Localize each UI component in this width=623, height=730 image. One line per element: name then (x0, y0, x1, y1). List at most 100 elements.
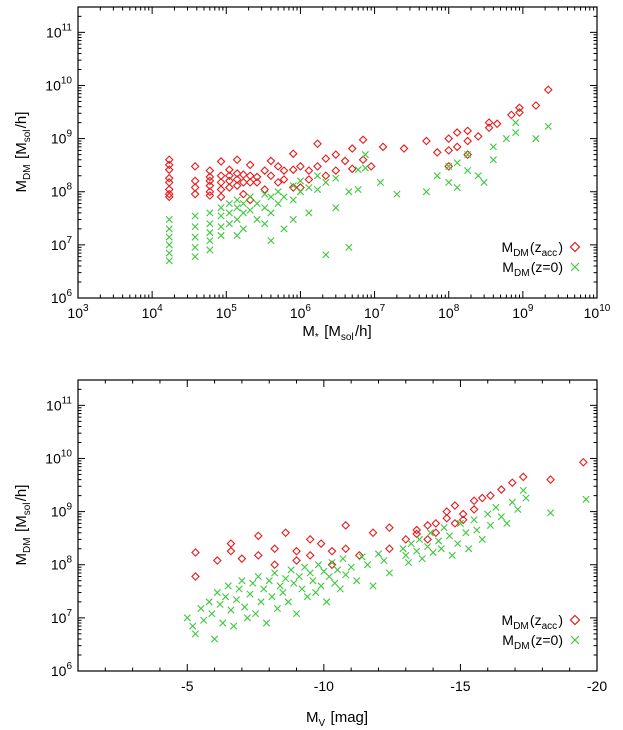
panel-top-frame (77, 6, 598, 299)
data-point-diamond (412, 525, 422, 535)
data-point-x (262, 619, 271, 627)
data-point-diamond (190, 189, 200, 199)
data-point-diamond (212, 556, 222, 565)
data-point-diamond (260, 185, 270, 194)
data-point-x (224, 582, 232, 590)
data-point-x (314, 561, 322, 569)
data-point-x (322, 598, 331, 606)
legend-label: MDM (z=0) (502, 632, 563, 652)
data-point-diamond (205, 172, 215, 182)
data-point-x (440, 524, 448, 532)
data-point-diamond (327, 560, 337, 570)
data-point-x (289, 182, 297, 190)
data-point-diamond (238, 178, 248, 187)
data-point-x (235, 585, 243, 593)
y-tick-label: 1011 (46, 22, 72, 40)
data-point-diamond (238, 170, 248, 179)
data-point-x (276, 582, 284, 590)
data-point-diamond (463, 150, 473, 159)
data-point-diamond (205, 166, 215, 175)
panel-bottom-frame (77, 379, 598, 672)
data-point-x (347, 563, 355, 571)
data-point-x (448, 551, 456, 559)
data-point-x (273, 604, 281, 613)
data-point-x (274, 188, 282, 196)
data-point-x (233, 204, 241, 212)
data-point-x (246, 590, 254, 598)
data-point-x (333, 566, 342, 574)
data-point-x (306, 569, 314, 577)
data-point-x (232, 596, 241, 604)
data-point-x (225, 220, 233, 228)
data-point-x (233, 231, 241, 240)
y-tick-label: 1010 (45, 75, 72, 93)
data-point-diamond (232, 175, 242, 184)
data-point-diamond (444, 134, 454, 143)
y-tick-label: 106 (51, 661, 73, 679)
data-point-diamond (546, 475, 555, 484)
data-point-diamond (164, 160, 174, 170)
data-point-diamond (378, 142, 388, 152)
data-point-x (243, 614, 251, 622)
data-point-x (332, 204, 340, 212)
legend-marker-diamond (569, 241, 581, 253)
data-point-x (512, 128, 520, 137)
data-point-diamond (458, 515, 468, 525)
data-point-diamond (463, 136, 473, 146)
data-point-x (345, 243, 353, 251)
data-point-x (267, 193, 275, 201)
data-point-diamond (431, 528, 441, 538)
data-point-x (445, 162, 453, 170)
data-point-x (464, 167, 472, 175)
data-point-x (257, 598, 265, 606)
data-point-diamond (477, 493, 487, 503)
data-point-x (289, 215, 297, 224)
data-point-diamond (543, 85, 553, 95)
data-point-x (296, 188, 305, 196)
data-point-x (280, 225, 288, 233)
y-tick-label: 109 (51, 129, 73, 147)
data-point-x (345, 188, 353, 196)
data-point-x (404, 558, 413, 567)
data-point-x (233, 215, 241, 224)
data-point-x (165, 249, 173, 257)
data-point-diamond (232, 169, 242, 178)
data-point-x (532, 135, 540, 143)
data-point-diamond (216, 192, 226, 202)
data-point-diamond (484, 118, 494, 127)
data-point-diamond (253, 531, 263, 541)
data-point-diamond (327, 546, 337, 556)
data-point-x (369, 582, 377, 590)
legend-label: MDM (zacc ) (502, 239, 563, 259)
data-point-diamond (423, 535, 433, 544)
data-point-diamond (358, 155, 368, 165)
data-point-x (267, 237, 275, 245)
data-point-x (253, 199, 261, 208)
data-point-x (429, 548, 437, 557)
data-point-diamond (401, 535, 411, 544)
data-point-diamond (279, 166, 289, 175)
data-point-diamond (444, 162, 454, 171)
data-point-x (239, 199, 247, 208)
data-point-diamond (321, 154, 331, 164)
x-tick-label: -5 (181, 678, 194, 694)
data-point-x (227, 606, 235, 614)
data-point-diamond (296, 183, 305, 192)
data-point-x (336, 585, 344, 593)
data-point-x (422, 188, 430, 196)
data-point-x (484, 510, 492, 518)
data-point-diamond (266, 156, 276, 166)
data-point-x (454, 540, 462, 548)
data-point-x (165, 233, 173, 241)
data-point-diamond (273, 162, 283, 171)
data-point-diamond (205, 187, 215, 197)
data-point-diamond (450, 501, 460, 510)
data-point-x (361, 164, 369, 172)
data-point-diamond (266, 171, 276, 181)
data-point-diamond (279, 175, 289, 184)
data-point-diamond (245, 178, 255, 187)
data-point-diamond (270, 560, 280, 570)
data-point-x (418, 555, 426, 563)
data-point-diamond (205, 181, 215, 191)
data-point-x (206, 229, 214, 237)
